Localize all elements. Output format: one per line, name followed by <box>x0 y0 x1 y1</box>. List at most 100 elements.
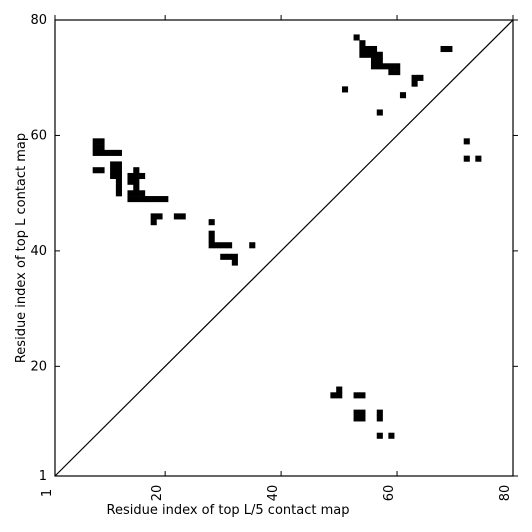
upper-contact-cell <box>133 167 140 174</box>
upper-contact-cell <box>92 144 99 151</box>
upper-contact-cell <box>162 196 169 203</box>
upper-contact-cell <box>98 144 105 151</box>
upper-contact-cell <box>133 178 140 185</box>
lower-contact-cell <box>353 392 360 399</box>
upper-contact-cell <box>353 34 360 41</box>
upper-contact-cell <box>156 196 163 203</box>
lower-contact-cell <box>376 432 383 439</box>
y-axis-label: Residue index of top L contact map <box>14 133 29 363</box>
upper-contact-cell <box>208 230 215 237</box>
frame-border <box>54 19 514 477</box>
lower-contact-cell <box>463 138 470 145</box>
upper-contact-cell <box>376 109 383 116</box>
lower-contact-cell <box>376 409 383 416</box>
lower-contact-cell <box>376 415 383 422</box>
upper-contact-cell <box>370 51 378 58</box>
upper-contact-cell <box>110 161 117 168</box>
upper-contact-cell <box>110 172 117 180</box>
y-tick-label: 1 <box>39 469 47 484</box>
upper-contact-cell <box>139 196 146 203</box>
upper-contact-cell <box>226 242 233 249</box>
upper-contact-cell <box>150 213 157 220</box>
upper-contact-cell <box>150 219 157 226</box>
upper-contact-cell <box>394 63 401 70</box>
upper-contact-cell <box>440 45 447 53</box>
upper-contact-cell <box>359 45 366 53</box>
x-tick-label: 20 <box>150 485 165 502</box>
lower-contact-cell <box>388 432 395 439</box>
y-tick-label: 40 <box>30 244 47 259</box>
lower-contact-cell <box>336 386 343 393</box>
upper-contact-cell <box>115 190 122 197</box>
x-tick-label: 40 <box>266 485 281 502</box>
lower-contact-cell <box>359 392 366 399</box>
lower-contact-cell <box>353 415 360 422</box>
upper-contact-cell <box>359 51 366 58</box>
upper-contact-cell <box>417 74 424 81</box>
upper-contact-cell <box>388 63 395 70</box>
upper-contact-cell <box>133 196 140 203</box>
upper-contact-cell <box>446 45 453 53</box>
upper-contact-cell <box>220 242 227 249</box>
upper-contact-cell <box>370 45 378 53</box>
lower-contact-cell <box>330 392 337 399</box>
upper-contact-cell <box>376 51 383 58</box>
upper-contact-cell <box>144 196 151 203</box>
plot-frame <box>54 19 514 477</box>
upper-contact-cell <box>133 184 140 191</box>
upper-contact-cell <box>388 69 395 76</box>
upper-contact-cell <box>249 242 256 249</box>
x-tick-label: 60 <box>382 485 397 502</box>
upper-contact-cell <box>214 242 221 249</box>
upper-contact-cell <box>208 236 215 243</box>
upper-contact-cell <box>394 69 401 76</box>
lower-contact-cell <box>359 415 366 422</box>
upper-contact-cell <box>115 167 122 174</box>
x-tick-label: 1 <box>40 489 55 497</box>
diagonal-line <box>54 19 514 477</box>
upper-contact-cell <box>208 242 215 249</box>
upper-contact-cell <box>98 138 105 145</box>
upper-contact-cell <box>370 57 378 64</box>
upper-contact-cell <box>127 178 134 185</box>
upper-contact-cell <box>226 253 233 260</box>
y-tick-label: 80 <box>30 13 47 28</box>
upper-contact-cell <box>150 196 157 203</box>
upper-contact-cell <box>156 213 163 220</box>
upper-contact-cell <box>341 86 349 93</box>
upper-contact-cell <box>139 190 146 197</box>
upper-contact-cell <box>411 74 418 81</box>
upper-contact-cell <box>411 80 418 87</box>
x-axis-label: Residue index of top L/5 contact map <box>107 503 350 518</box>
upper-contact-cell <box>370 63 378 70</box>
lower-contact-cell <box>353 409 360 416</box>
upper-contact-cell <box>376 57 383 64</box>
upper-contact-cell <box>133 190 140 197</box>
upper-contact-cell <box>110 167 117 174</box>
upper-contact-cell <box>365 45 372 53</box>
upper-contact-cell <box>382 63 389 70</box>
upper-contact-cell <box>399 92 407 99</box>
upper-contact-cell <box>376 63 383 70</box>
upper-contact-cell <box>179 213 186 220</box>
diagonal <box>54 19 514 477</box>
upper-contact-cell <box>220 253 227 260</box>
upper-contact-cell <box>115 149 122 156</box>
upper-contact-cell <box>92 149 99 156</box>
lower-contact-cell <box>463 155 470 162</box>
upper-contact-cell <box>92 167 99 174</box>
upper-contact-cell <box>92 138 99 145</box>
lower-contact-cell <box>336 392 343 399</box>
upper-contact-cell <box>231 259 238 266</box>
upper-contact-cell <box>231 253 238 260</box>
upper-contact-cell <box>98 149 105 156</box>
upper-contact-cell <box>133 172 140 180</box>
y-tick-label: 60 <box>30 128 47 143</box>
axis-ticks: 1 20 40 60 80 1 20 40 60 80 <box>30 13 518 501</box>
contact-marks <box>92 34 482 439</box>
upper-contact-cell <box>365 51 372 58</box>
upper-contact-cell <box>115 172 122 180</box>
upper-contact-cell <box>359 40 366 47</box>
lower-contact-cell <box>475 155 482 162</box>
